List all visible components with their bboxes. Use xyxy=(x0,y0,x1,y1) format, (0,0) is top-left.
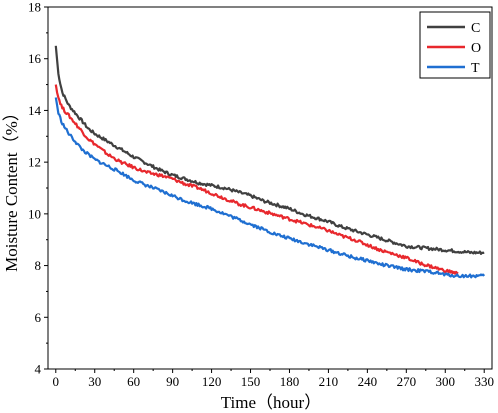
series-line-O xyxy=(54,84,459,275)
y-tick-label: 18 xyxy=(28,0,41,15)
x-tick-label: 30 xyxy=(88,374,101,389)
x-tick-label: 330 xyxy=(474,374,494,389)
x-tick-label: 150 xyxy=(241,374,261,389)
legend-label-O: O xyxy=(471,41,481,56)
x-tick-label: 60 xyxy=(127,374,140,389)
series-line-T xyxy=(54,97,486,279)
x-tick-label: 270 xyxy=(397,374,417,389)
x-tick-label: 180 xyxy=(280,374,300,389)
legend-label-T: T xyxy=(471,61,480,76)
y-tick-label: 12 xyxy=(28,155,41,170)
y-tick-label: 16 xyxy=(28,51,42,66)
x-axis-title: Time（hour） xyxy=(221,393,321,412)
y-axis-title: Moisture Content（%） xyxy=(2,104,21,272)
y-tick-label: 4 xyxy=(35,362,42,377)
x-tick-label: 90 xyxy=(166,374,179,389)
legend: COT xyxy=(419,11,491,79)
x-tick-label: 240 xyxy=(358,374,378,389)
y-tick-label: 10 xyxy=(28,206,41,221)
legend-label-C: C xyxy=(471,21,480,36)
axes-layer: 0 30 60 90 120 150 180 210 240 270 300 330 4 6 8 10 12 14… xyxy=(28,0,494,389)
y-tick-label: 6 xyxy=(35,310,42,325)
series-line-C xyxy=(54,45,485,255)
y-tick-label: 14 xyxy=(28,103,42,118)
x-tick-label: 120 xyxy=(202,374,222,389)
x-tick-label: 210 xyxy=(319,374,339,389)
x-tick-label: 0 xyxy=(53,374,60,389)
x-tick-label: 300 xyxy=(436,374,456,389)
y-tick-label: 8 xyxy=(35,258,42,273)
series-layer xyxy=(54,45,486,279)
